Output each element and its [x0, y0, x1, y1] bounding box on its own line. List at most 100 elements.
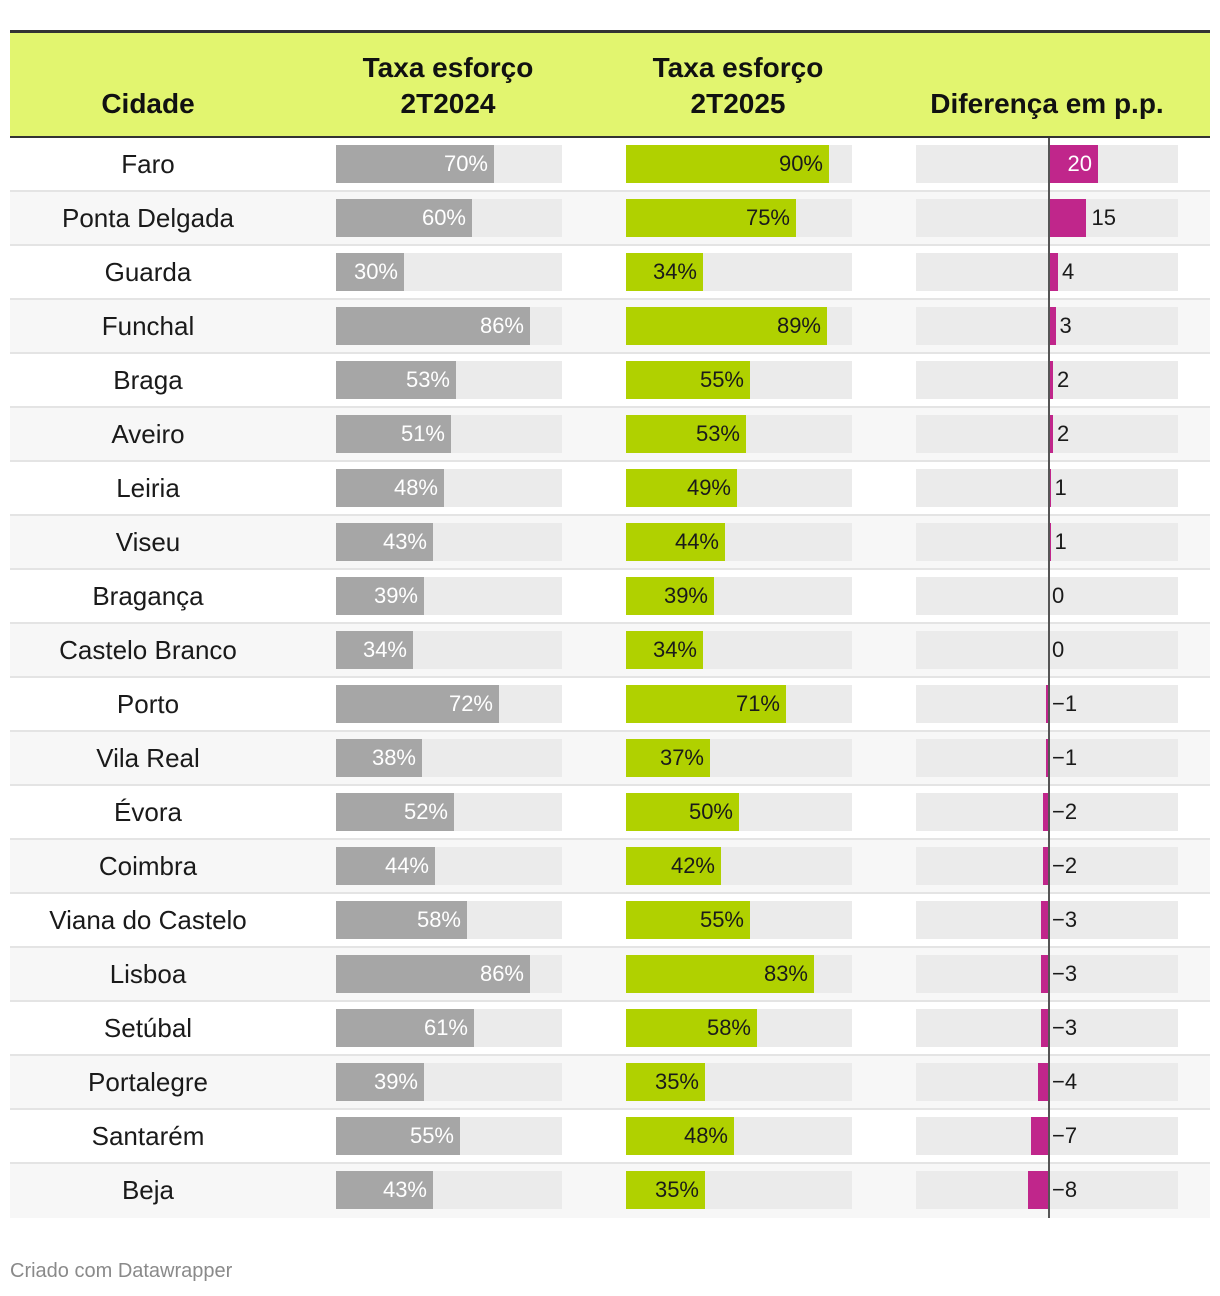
table-header: Cidade Taxa esforço 2T2024 Taxa esforço …	[10, 30, 1210, 138]
label-2024: 58%	[416, 907, 461, 932]
label-2024: 61%	[423, 1015, 468, 1040]
label-2025: 58%	[706, 1015, 751, 1040]
diff-bar	[1040, 955, 1048, 993]
header-diff[interactable]: Diferença em p.p.	[916, 86, 1178, 122]
diff-track: 0	[916, 577, 1178, 615]
bar-track-2024: 38%	[336, 739, 562, 777]
diff-track: 0	[916, 631, 1178, 669]
label-2024: 86%	[479, 313, 524, 338]
header-2025[interactable]: Taxa esforço 2T2025	[626, 50, 850, 122]
diff-bar	[1048, 307, 1056, 345]
diff-track: 15	[916, 199, 1178, 237]
diff-track: 4	[916, 253, 1178, 291]
bar-track-2025: 83%	[626, 955, 852, 993]
bar-track-2025: 37%	[626, 739, 852, 777]
bar-2025	[626, 955, 814, 993]
diff-bar	[1040, 1009, 1048, 1047]
city-name: Leiria	[116, 473, 180, 503]
bar-2025	[626, 577, 714, 615]
bar-2025	[626, 901, 750, 939]
diff-label: 3	[1059, 313, 1072, 338]
bar-track-2024: 34%	[336, 631, 562, 669]
table-row: Aveiro 51% 53% 2	[10, 408, 1210, 462]
city-name: Braga	[113, 365, 183, 395]
diff-track: 1	[916, 523, 1178, 561]
diff-label: −2	[1052, 853, 1078, 878]
bar-track-2025: 89%	[626, 307, 852, 345]
bar-track-2024: 72%	[336, 685, 562, 723]
label-2025: 89%	[776, 313, 821, 338]
label-2024: 60%	[421, 205, 466, 230]
label-2024: 43%	[382, 529, 427, 554]
diff-track: −3	[916, 955, 1178, 993]
table-row: Funchal 86% 89% 3	[10, 300, 1210, 354]
bar-track-2024: 61%	[336, 1009, 562, 1047]
diff-label: −3	[1052, 961, 1078, 986]
label-2024: 34%	[362, 637, 407, 662]
bar-2025	[626, 739, 710, 777]
header-2024-line1: Taxa esforço	[362, 52, 534, 83]
city-name: Viseu	[115, 527, 181, 557]
bar-2025	[626, 1009, 757, 1047]
diff-track: 2	[916, 361, 1178, 399]
bar-2025	[626, 307, 827, 345]
header-2025-line1: Taxa esforço	[652, 52, 824, 83]
bar-2024	[336, 1009, 474, 1047]
bar-2024	[336, 739, 422, 777]
table-row: Bragança 39% 39% 0	[10, 570, 1210, 624]
bar-track-2024: 51%	[336, 415, 562, 453]
diff-track: 3	[916, 307, 1178, 345]
bar-2025	[626, 847, 721, 885]
label-2025: 75%	[745, 205, 790, 230]
bar-track-2024: 39%	[336, 577, 562, 615]
bar-track-2024: 48%	[336, 469, 562, 507]
diff-label: −3	[1052, 907, 1078, 932]
table-row: Viseu 43% 44% 1	[10, 516, 1210, 570]
diff-bar	[1048, 415, 1053, 453]
bar-track-2025: 71%	[626, 685, 852, 723]
table-row: Braga 53% 55% 2	[10, 354, 1210, 408]
header-2024-line2: 2T2024	[400, 88, 496, 119]
label-2024: 72%	[448, 691, 493, 716]
diff-label: −1	[1052, 691, 1078, 716]
bar-track-2025: 39%	[626, 577, 852, 615]
bar-2024	[336, 901, 467, 939]
label-2024: 43%	[382, 1177, 427, 1202]
header-city[interactable]: Cidade	[10, 86, 286, 122]
bar-track-2024: 53%	[336, 361, 562, 399]
diff-label: 1	[1054, 475, 1067, 500]
bar-2024	[336, 523, 433, 561]
header-2024[interactable]: Taxa esforço 2T2024	[336, 50, 560, 122]
table-row: Viana do Castelo 58% 55% −3	[10, 894, 1210, 948]
diff-track: −3	[916, 1009, 1178, 1047]
label-2024: 52%	[403, 799, 448, 824]
header-2025-line2: 2T2025	[690, 88, 786, 119]
bar-2024	[336, 361, 456, 399]
label-2024: 44%	[384, 853, 429, 878]
bar-2024	[336, 307, 530, 345]
diff-bar	[1048, 361, 1053, 399]
diff-bar	[1043, 793, 1048, 831]
bar-2025	[626, 361, 750, 399]
table-row: Coimbra 44% 42% −2	[10, 840, 1210, 894]
city-name: Portalegre	[88, 1067, 208, 1097]
bar-2024	[336, 847, 435, 885]
bar-track-2025: 90%	[626, 145, 852, 183]
city-name: Bragança	[92, 581, 204, 611]
bar-track-2025: 55%	[626, 901, 852, 939]
city-name: Vila Real	[96, 743, 200, 773]
diff-bar	[1048, 253, 1058, 291]
city-name: Viana do Castelo	[49, 905, 247, 935]
city-name: Funchal	[101, 311, 195, 341]
diff-track: −8	[916, 1171, 1178, 1209]
table-row: Portalegre 39% 35% −4	[10, 1056, 1210, 1110]
city-name: Setúbal	[103, 1013, 193, 1043]
label-2025: 90%	[778, 151, 823, 176]
city-name: Beja	[121, 1175, 175, 1205]
label-2025: 34%	[652, 637, 697, 662]
label-2024: 48%	[393, 475, 438, 500]
bar-track-2025: 35%	[626, 1063, 852, 1101]
label-2024: 53%	[405, 367, 450, 392]
diff-label: −2	[1052, 799, 1078, 824]
diff-zero-axis	[1048, 138, 1050, 1218]
